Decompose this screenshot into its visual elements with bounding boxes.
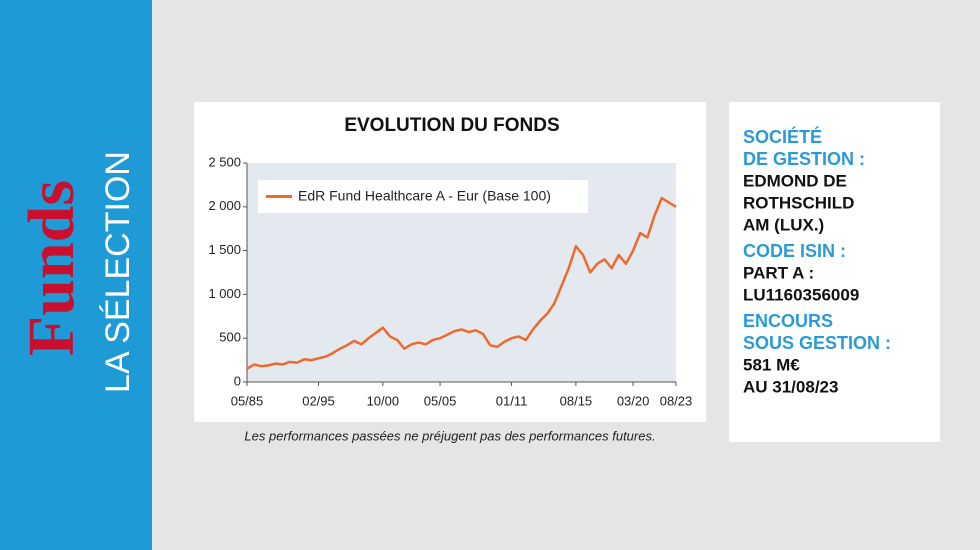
info-label: SOUS GESTION : [743,333,891,353]
y-tick-label: 500 [219,330,241,345]
info-label: CODE ISIN : [743,241,846,261]
legend-box [258,180,588,213]
info-label: ENCOURS [743,311,833,331]
x-tick-label: 08/15 [560,393,593,408]
info-value: LU1160356009 [743,285,859,304]
x-tick-label: 08/23 [660,393,693,408]
y-tick-label: 1 500 [208,242,241,257]
sidebar-subtitle: LA SÉLECTION [99,151,137,393]
y-tick-label: 2 000 [208,198,241,213]
brand: Funds [15,180,88,356]
y-tick-label: 1 000 [208,286,241,301]
info-panel [729,102,940,442]
info-label: DE GESTION : [743,149,865,169]
x-tick-label: 01/11 [496,393,528,408]
x-tick-label: 03/20 [617,393,650,408]
x-tick-label: 05/05 [424,393,457,408]
info-value: ROTHSCHILD [743,193,854,212]
info-label: SOCIÉTÉ [743,126,822,147]
info-value: AM (LUX.) [743,215,824,234]
series-line [246,196,677,370]
info-value: 581 M€ [743,355,800,374]
y-tick-label: 2 500 [208,154,241,169]
info-value: AU 31/08/23 [743,377,838,396]
x-tick-label: 10/00 [367,393,400,408]
y-tick-label: 0 [234,373,241,388]
sidebar [0,0,152,550]
note: Les performances passées ne préjugent pa… [244,428,655,443]
chart-title: EVOLUTION DU FONDS [344,115,559,136]
legend-label: EdR Fund Healthcare A - Eur (Base 100) [298,188,551,204]
info-value: PART A : [743,263,814,282]
x-tick-label: 05/85 [231,393,264,408]
x-tick-label: 02/95 [302,393,335,408]
info-value: EDMOND DE [743,171,847,190]
